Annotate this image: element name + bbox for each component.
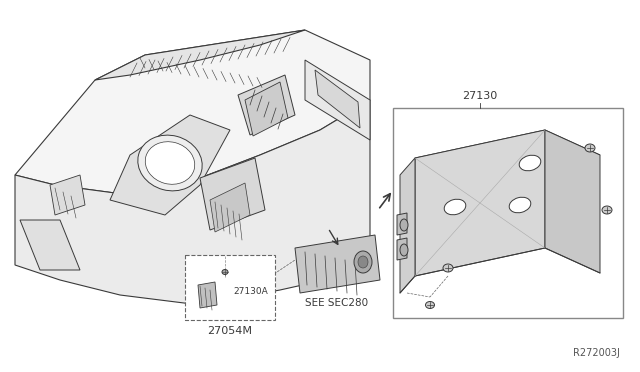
Ellipse shape <box>585 144 595 152</box>
Ellipse shape <box>444 199 466 215</box>
Bar <box>185 255 275 320</box>
Text: SEE SEC280: SEE SEC280 <box>305 298 369 308</box>
Ellipse shape <box>222 269 228 275</box>
Ellipse shape <box>358 256 368 268</box>
Polygon shape <box>295 235 380 293</box>
Polygon shape <box>397 238 407 260</box>
Polygon shape <box>95 30 305 80</box>
Polygon shape <box>198 282 217 308</box>
Text: 27054M: 27054M <box>207 326 253 336</box>
Ellipse shape <box>354 251 372 273</box>
Polygon shape <box>315 70 360 128</box>
Ellipse shape <box>400 219 408 231</box>
Ellipse shape <box>443 264 453 272</box>
Text: R272003J: R272003J <box>573 348 620 358</box>
Ellipse shape <box>138 135 202 191</box>
Ellipse shape <box>145 142 195 184</box>
Bar <box>393 108 623 318</box>
Ellipse shape <box>426 301 435 308</box>
Polygon shape <box>15 30 370 195</box>
Polygon shape <box>238 75 295 135</box>
Text: 27130: 27130 <box>462 91 498 101</box>
Polygon shape <box>545 130 600 273</box>
Polygon shape <box>210 183 250 232</box>
Polygon shape <box>245 82 288 136</box>
Text: 27130A: 27130A <box>233 288 268 296</box>
Ellipse shape <box>400 244 408 256</box>
Polygon shape <box>50 175 85 215</box>
Polygon shape <box>110 115 230 215</box>
Polygon shape <box>20 220 80 270</box>
Polygon shape <box>415 130 545 276</box>
Polygon shape <box>15 100 370 305</box>
Ellipse shape <box>509 197 531 213</box>
Polygon shape <box>415 130 600 183</box>
Polygon shape <box>305 60 370 140</box>
Polygon shape <box>400 158 415 293</box>
Ellipse shape <box>602 206 612 214</box>
Polygon shape <box>397 213 407 235</box>
Polygon shape <box>200 158 265 230</box>
Ellipse shape <box>519 155 541 171</box>
